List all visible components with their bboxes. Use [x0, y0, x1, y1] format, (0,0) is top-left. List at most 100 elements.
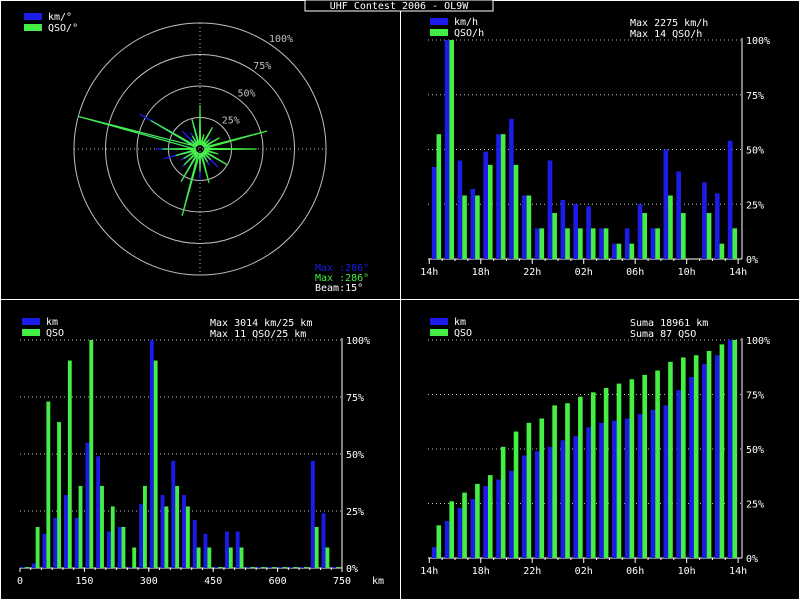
x-tick-label: 02h — [575, 267, 593, 278]
bar-qso — [616, 383, 622, 558]
bar-qso — [578, 228, 583, 259]
bar-km — [599, 422, 604, 558]
bar-qso — [35, 526, 40, 568]
y-tick-label: 75% — [346, 393, 364, 404]
bar-qso — [681, 213, 686, 259]
bar-qso — [693, 355, 699, 558]
x-tick-label: 18h — [472, 566, 490, 577]
stat-text: Max 2275 km/h — [630, 18, 708, 29]
y-tick-label: 100% — [346, 336, 370, 347]
bar-qso — [616, 243, 622, 259]
legend-swatch — [22, 318, 40, 325]
bar-km — [702, 182, 707, 259]
bar-km — [547, 160, 553, 259]
bar-km — [612, 420, 617, 558]
bar-km — [182, 495, 186, 568]
bar-qso — [67, 360, 72, 568]
bar-qso — [552, 405, 557, 558]
bar-qso — [668, 195, 673, 259]
x-tick-label: 750 — [333, 576, 351, 587]
bar-qso — [218, 567, 223, 568]
x-tick-label: 14h — [729, 267, 747, 278]
stat-text: Max 11 QSO/25 km — [210, 329, 306, 340]
stat-text: Max 3014 km/25 km — [210, 318, 312, 329]
ring-label: 100% — [269, 34, 293, 45]
bar-qso — [462, 492, 467, 558]
bar-qso — [143, 485, 147, 568]
bar-km — [676, 390, 682, 558]
bar-km — [650, 409, 656, 558]
bar-km — [160, 495, 165, 568]
bar-qso — [304, 567, 308, 568]
bar-qso — [719, 243, 725, 259]
bar-qso — [590, 392, 596, 558]
bar-qso — [513, 164, 519, 259]
x-tick-label: 300 — [140, 576, 158, 587]
bar-qso — [513, 431, 519, 558]
bar-km — [727, 140, 733, 259]
bar-km — [278, 567, 283, 568]
bar-qso — [629, 379, 635, 558]
x-tick-label: 450 — [204, 576, 222, 587]
bar-qso — [250, 567, 255, 568]
direction-polar-panel: km/°QSO/° 25% 50% 75% 100% Max :286°Max :286°… — [24, 12, 369, 294]
bar-qso — [271, 567, 276, 568]
bar-qso — [629, 243, 635, 259]
legend-label: QSO/° — [48, 23, 78, 34]
bar-qso — [436, 134, 442, 259]
bar-qso — [565, 228, 570, 259]
bar-km — [637, 414, 643, 558]
bar-qso — [449, 40, 454, 259]
bar-qso — [78, 485, 83, 568]
y-tick-label: 75% — [746, 391, 764, 402]
bar-km — [727, 340, 733, 558]
bar-km — [624, 418, 630, 558]
polar-stat: Max :286° — [315, 263, 369, 274]
bar-qso — [603, 387, 609, 558]
title-box — [304, 0, 494, 12]
legend-swatch — [430, 18, 448, 25]
x-unit-label: km — [372, 576, 384, 587]
bar-qso — [153, 360, 158, 568]
bar-qso — [261, 567, 265, 568]
x-tick-label: 02h — [575, 566, 593, 577]
bar-km — [599, 228, 604, 259]
legend-label: km — [454, 317, 466, 328]
bar-qso — [282, 567, 287, 568]
bar-qso — [590, 228, 596, 259]
x-tick-label: 14h — [420, 566, 438, 577]
x-tick-label: 18h — [472, 267, 490, 278]
bar-km — [171, 460, 176, 568]
bar-km — [267, 567, 272, 568]
bar-qso — [336, 567, 341, 568]
y-tick-label: 25% — [346, 507, 364, 518]
ring-label: 75% — [253, 61, 271, 72]
y-tick-label: 50% — [746, 445, 764, 456]
bar-km — [96, 456, 101, 568]
bar-km — [676, 171, 682, 259]
bar-qso — [46, 401, 51, 568]
bar-km — [714, 355, 720, 558]
legend-swatch — [430, 29, 448, 36]
legend-swatch — [430, 329, 448, 336]
y-tick-label: 50% — [346, 450, 364, 461]
bar-km — [457, 507, 463, 558]
y-tick-label: 0% — [346, 564, 358, 575]
bar-km — [300, 567, 305, 568]
bar-km — [496, 134, 501, 259]
legend-swatch — [22, 329, 40, 336]
bar-qso — [655, 370, 660, 558]
bar-km — [149, 340, 154, 568]
y-tick-label: 25% — [746, 200, 764, 211]
bar-km — [521, 455, 527, 558]
x-tick-label: 14h — [729, 566, 747, 577]
bar-km — [457, 160, 463, 259]
bar-qso — [175, 485, 180, 568]
bar-qso — [655, 228, 660, 259]
bar-km — [496, 479, 501, 558]
bar-qso — [228, 547, 233, 568]
bar-qso — [732, 340, 738, 558]
x-tick-label: 600 — [269, 576, 287, 587]
bar-qso — [578, 396, 583, 558]
